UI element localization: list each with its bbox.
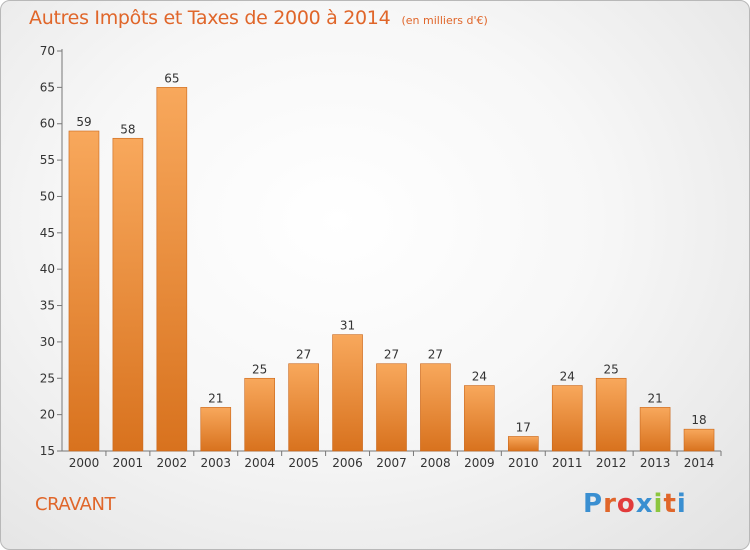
bar (156, 87, 188, 452)
bar (332, 334, 363, 452)
y-tick-label: 50 (40, 189, 55, 203)
chart-subtitle: (en milliers d'€) (401, 14, 488, 27)
bars (68, 87, 715, 452)
bar-value-label: 59 (76, 115, 91, 129)
logo-letter: P (583, 489, 604, 519)
bar (112, 137, 144, 452)
bar-value-label: 31 (340, 319, 355, 333)
logo-letter: r (603, 489, 617, 519)
bar (376, 363, 407, 452)
y-tick-label: 15 (40, 444, 55, 458)
bar-value-label: 21 (208, 391, 223, 405)
bar-value-label: 27 (296, 348, 311, 362)
x-tick-label: 2012 (596, 456, 627, 470)
logo-letter: i (653, 489, 664, 519)
bar (288, 363, 319, 452)
x-tick-label: 2001 (113, 456, 144, 470)
commune-name: CRAVANT (35, 494, 115, 515)
logo-letter: o (616, 489, 636, 519)
x-tick-label: 2013 (640, 456, 671, 470)
bar-value-label: 24 (472, 370, 487, 384)
bar (68, 130, 100, 452)
proxiti-logo: Proxiti (583, 489, 687, 519)
y-tick-label: 45 (40, 226, 55, 240)
x-tick-label: 2005 (288, 456, 319, 470)
x-tick-label: 2008 (420, 456, 451, 470)
chart-title: Autres Impôts et Taxes de 2000 à 2014 (29, 7, 391, 29)
y-tick-label: 60 (40, 117, 55, 131)
bar (551, 385, 583, 452)
bar-value-label: 25 (604, 362, 619, 376)
chart-title-group: Autres Impôts et Taxes de 2000 à 2014 (e… (29, 7, 488, 29)
bar-value-label: 21 (647, 391, 662, 405)
bar (464, 385, 495, 452)
x-tick-label: 2014 (684, 456, 715, 470)
bar-value-label: 27 (384, 348, 399, 362)
y-tick-label: 30 (40, 335, 55, 349)
bar (595, 377, 627, 452)
x-tick-label: 2000 (69, 456, 100, 470)
y-tick-label: 65 (40, 80, 55, 94)
y-tick-label: 55 (40, 153, 55, 167)
x-tick-label: 2011 (552, 456, 583, 470)
bar (420, 363, 451, 452)
bar-value-label: 24 (560, 370, 575, 384)
y-tick-label: 70 (40, 44, 55, 58)
x-tick-label: 2010 (508, 456, 539, 470)
logo-letter: i (676, 489, 687, 519)
x-tick-label: 2006 (332, 456, 363, 470)
bar-value-label: 25 (252, 362, 267, 376)
bar-value-label: 27 (428, 348, 443, 362)
bar (639, 407, 671, 452)
logo-letter: t (663, 489, 677, 519)
value-labels: 59 58 65 21 25 27 31 27 27 24 17 24 25 21 18 (76, 71, 706, 434)
bar (507, 436, 539, 452)
y-tick-label: 35 (40, 299, 55, 313)
y-tick-label: 25 (40, 371, 55, 385)
x-tick-label: 2007 (376, 456, 407, 470)
bar-value-label: 18 (691, 413, 706, 427)
bar (244, 377, 275, 452)
x-tick-label: 2003 (200, 456, 231, 470)
logo-letter: x (635, 489, 654, 519)
bar-value-label: 17 (516, 420, 531, 434)
y-tick-label: 40 (40, 262, 55, 276)
bar (200, 407, 232, 452)
bar (683, 428, 715, 452)
x-tick-label: 2009 (464, 456, 495, 470)
bar-value-label: 58 (120, 122, 135, 136)
x-tick-label: 2002 (157, 456, 188, 470)
bar-value-label: 65 (164, 71, 179, 85)
y-tick-label: 20 (40, 408, 55, 422)
x-tick-label: 2004 (244, 456, 275, 470)
